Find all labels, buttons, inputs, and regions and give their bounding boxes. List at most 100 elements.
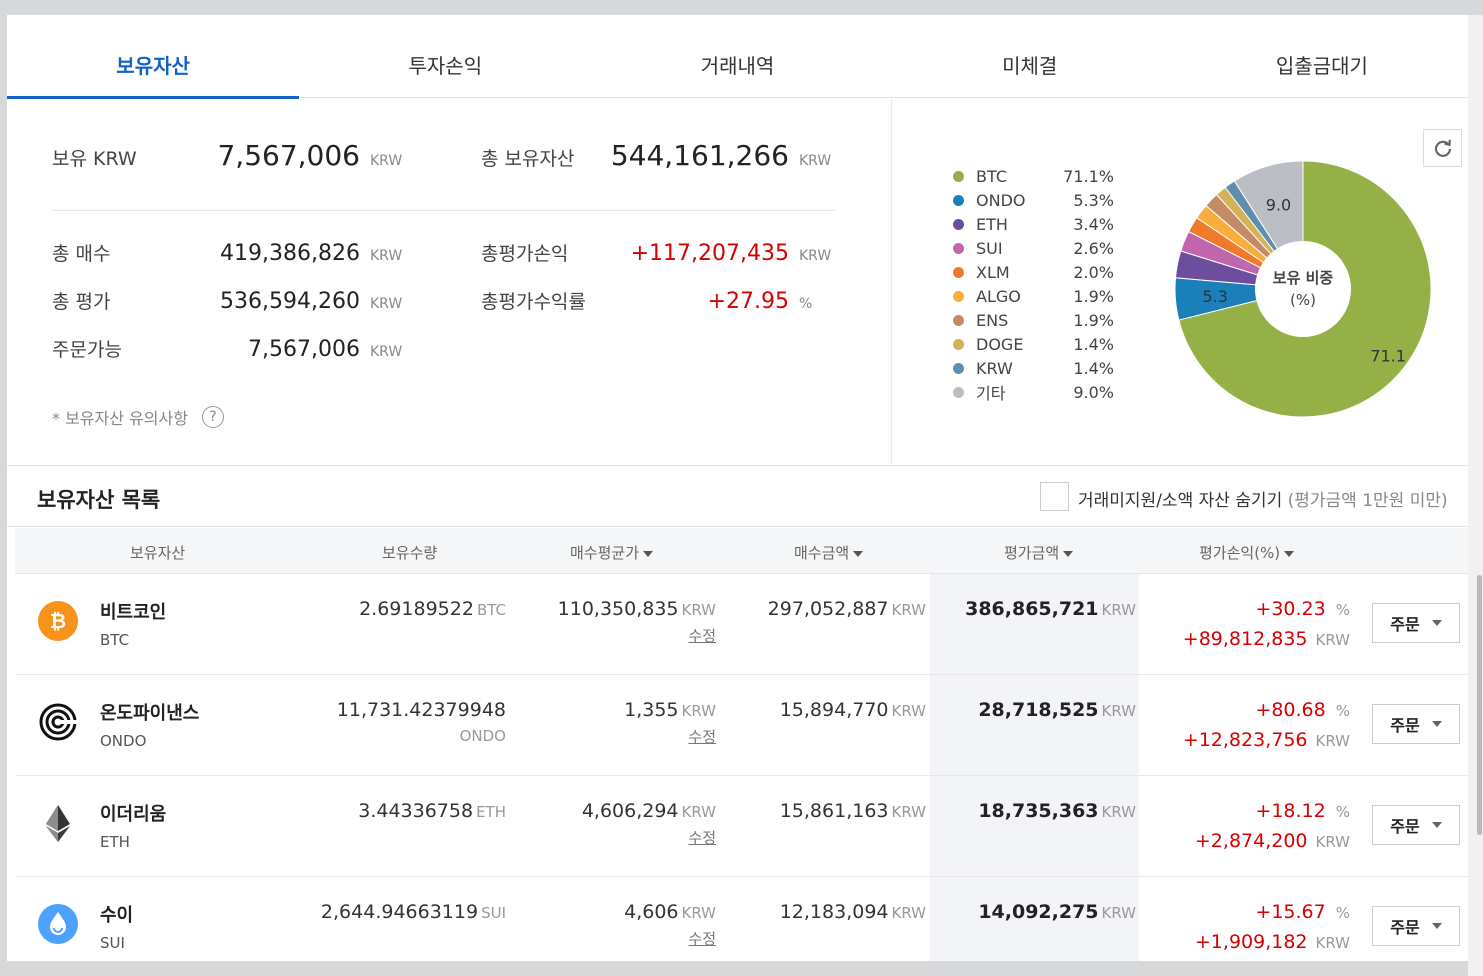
avg-unit: KRW — [681, 601, 716, 619]
sort-down-icon[interactable] — [853, 550, 864, 557]
col-avg-label[interactable]: 매수평균가 — [570, 544, 640, 562]
legend-pct: 71.1% — [1063, 166, 1114, 186]
order-label[interactable]: 주문 — [1390, 817, 1420, 836]
col-avg-price[interactable]: 매수평균가 — [570, 542, 654, 563]
legend-name: SUI — [976, 238, 1003, 258]
sort-down-icon[interactable] — [1063, 550, 1074, 557]
sort-down-icon[interactable] — [1284, 550, 1295, 557]
notice-text[interactable]: * 보유자산 유의사항 — [52, 409, 188, 428]
total-unit: KRW — [799, 153, 832, 169]
question-icon[interactable]: ? — [201, 406, 224, 428]
legend-item: DOGE 1.4% — [953, 332, 1114, 356]
table-row[interactable]: ₿ 비트코인 BTC 2.69189522 BTC 110,350,835 KRW 수정 297… — [15, 574, 1468, 675]
table-header: 보유자산 보유수량 매수평균가 매수금액 평가금액 평가손익(%) — [15, 528, 1468, 574]
total-pnl: 총평가손익 +117,207,435 KRW — [481, 239, 831, 266]
avg-value: 4,606 — [624, 901, 679, 923]
pnl-amount: +2,874,200 KRW — [1195, 830, 1350, 852]
legend-dot — [953, 170, 964, 182]
eval-unit: KRW — [1101, 702, 1136, 720]
order-label[interactable]: 주문 — [1390, 615, 1420, 634]
avail-value: 7,567,006 — [248, 337, 360, 362]
order-button[interactable]: 주문 — [1372, 704, 1460, 744]
tab-history[interactable]: 거래내역 — [700, 53, 775, 78]
list-title: 보유자산 목록 — [37, 488, 161, 512]
tab-profit[interactable]: 투자손익 — [408, 53, 483, 78]
chevron-down-icon[interactable] — [1431, 923, 1442, 929]
coin-name[interactable]: 비트코인 — [100, 602, 167, 623]
order-label[interactable]: 주문 — [1390, 716, 1420, 735]
legend-pct: 1.4% — [1073, 358, 1114, 378]
holdings-notice[interactable]: * 보유자산 유의사항 ? — [52, 405, 224, 429]
order-button[interactable]: 주문 — [1372, 805, 1460, 845]
table-row[interactable]: 온도파이낸스 ONDO 11,731.42379948 ONDO 1,355 KRW 수정 1… — [15, 675, 1468, 776]
legend-dot — [953, 266, 964, 278]
edit-avg-link[interactable]: 수정 — [688, 930, 716, 948]
table-row[interactable]: 수이 SUI 2,644.94663119 SUI 4,606 KRW 수정 12,183,0… — [15, 877, 1468, 961]
coin-symbol: ETH — [100, 833, 130, 851]
order-button[interactable]: 주문 — [1372, 603, 1460, 643]
col-eval-amount[interactable]: 평가금액 — [1004, 542, 1074, 563]
buy-amount: 15,861,163 KRW — [780, 800, 926, 822]
pnl-unit: KRW — [1315, 833, 1350, 851]
chevron-down-icon[interactable] — [1431, 721, 1442, 727]
refresh-button[interactable] — [1423, 129, 1462, 167]
eval-label: 총 평가 — [52, 291, 111, 313]
order-button[interactable]: 주문 — [1372, 906, 1460, 946]
order-label[interactable]: 주문 — [1390, 918, 1420, 937]
pie-center-label: 보유 비중 — [1273, 269, 1334, 287]
legend-dot — [953, 362, 964, 374]
btc-icon: ₿ — [38, 601, 78, 641]
avg-unit: KRW — [681, 702, 716, 720]
buy-unit: KRW — [891, 702, 926, 720]
tab-deposit-wait[interactable]: 입출금대기 — [1275, 53, 1368, 78]
avg-price: 1,355 KRW — [624, 699, 716, 721]
qty-unit: BTC — [476, 601, 506, 619]
avg-unit: KRW — [681, 904, 716, 922]
krw-holding: 보유 KRW 7,567,006 KRW — [52, 139, 402, 172]
legend-name: ETH — [976, 214, 1008, 234]
hide-label-text[interactable]: 거래미지원/소액 자산 숨기기 — [1078, 491, 1283, 511]
hide-label-sub[interactable]: (평가금액 1만원 미만) — [1287, 491, 1448, 511]
qty-value: 2,644.94663119 — [320, 901, 479, 923]
pie-slice-label: 71.1 — [1370, 346, 1406, 365]
col-pnl-label[interactable]: 평가손익(%) — [1199, 544, 1281, 562]
coin-symbol: SUI — [100, 934, 125, 952]
legend-dot — [953, 290, 964, 302]
coin-name[interactable]: 수이 — [100, 905, 134, 926]
edit-avg-link[interactable]: 수정 — [688, 627, 716, 645]
table-row[interactable]: 이더리움 ETH 3.44336758 ETH 4,606,294 KRW 수정 15,861… — [15, 776, 1468, 877]
pct-unit: % — [1335, 803, 1350, 821]
qty: 2.69189522 BTC — [359, 598, 506, 620]
scrollbar-thumb[interactable] — [1477, 575, 1482, 835]
krw-unit: KRW — [370, 153, 403, 169]
edit-avg-link[interactable]: 수정 — [688, 728, 716, 746]
assets-panel: 보유자산 투자손익 거래내역 미체결 입출금대기 보유 KRW 7,567,00… — [7, 15, 1468, 961]
eval-value: 18,735,363 — [978, 800, 1099, 822]
chevron-down-icon[interactable] — [1431, 620, 1442, 626]
col-buy-label[interactable]: 매수금액 — [794, 544, 850, 562]
coin-name[interactable]: 이더리움 — [100, 804, 167, 825]
sort-down-icon[interactable] — [643, 550, 654, 557]
edit-avg-link[interactable]: 수정 — [688, 829, 716, 847]
tab-pending[interactable]: 미체결 — [1002, 53, 1058, 78]
legend-item: 기타 9.0% — [953, 380, 1114, 404]
col-pnl[interactable]: 평가손익(%) — [1199, 542, 1295, 563]
pct-unit: % — [1335, 702, 1350, 720]
tab-holdings[interactable]: 보유자산 — [7, 30, 300, 99]
buy-value: 15,894,770 — [779, 699, 889, 721]
qty-unit: ETH — [476, 803, 506, 821]
total-rate: 총평가수익률 +27.95 % — [481, 287, 827, 314]
hide-small-label[interactable]: 거래미지원/소액 자산 숨기기 (평가금액 1만원 미만) — [1078, 486, 1448, 511]
pnl-value: +117,207,435 — [630, 241, 789, 266]
legend-pct: 3.4% — [1073, 214, 1114, 234]
eval-amount: 28,718,525 KRW — [978, 699, 1136, 721]
hide-small-checkbox[interactable] — [1040, 482, 1069, 511]
col-buy-amount[interactable]: 매수금액 — [794, 542, 864, 563]
col-eval-label[interactable]: 평가금액 — [1004, 544, 1060, 562]
qty-value: 2.69189522 — [359, 598, 474, 620]
legend-item: ENS 1.9% — [953, 308, 1114, 332]
legend-pct: 9.0% — [1073, 382, 1114, 402]
chevron-down-icon[interactable] — [1431, 822, 1442, 828]
total-value: 544,161,266 — [610, 139, 789, 172]
coin-name[interactable]: 온도파이낸스 — [100, 703, 200, 724]
